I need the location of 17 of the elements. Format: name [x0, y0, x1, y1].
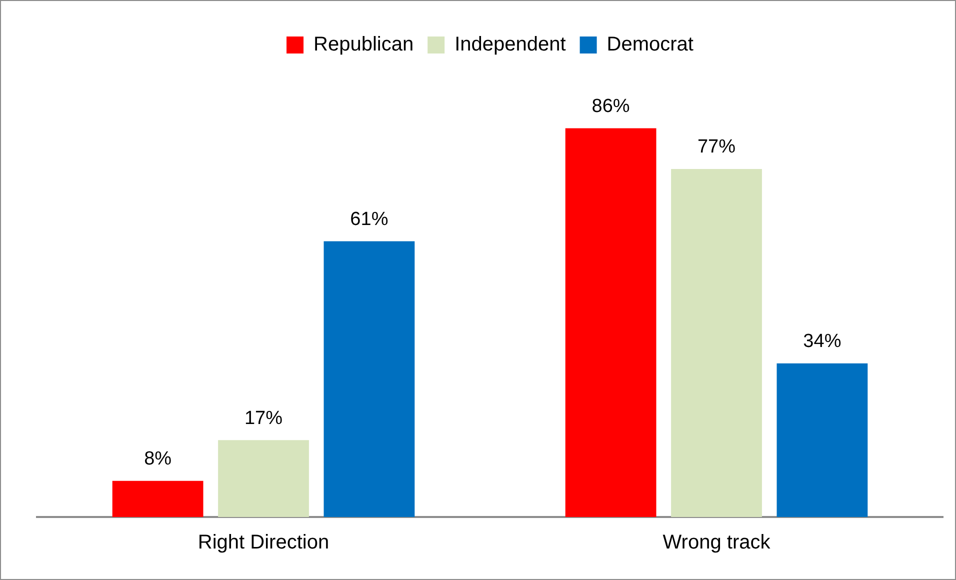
legend-label: Republican — [314, 34, 414, 56]
bar — [218, 440, 309, 517]
data-label: 61% — [350, 209, 388, 230]
legend-label: Independent — [454, 34, 566, 56]
bar — [776, 363, 868, 517]
data-label: 86% — [592, 96, 630, 118]
bar — [324, 241, 415, 517]
data-label: 34% — [803, 331, 842, 352]
bar — [671, 168, 762, 517]
data-label: 77% — [697, 136, 736, 158]
x-tick-label: Wrong track — [662, 532, 772, 554]
data-label: 8% — [144, 448, 172, 470]
data-label: 17% — [244, 408, 283, 429]
legend-label: Democrat — [606, 34, 694, 56]
bar — [112, 480, 204, 517]
x-tick-label: Right Direction — [198, 532, 330, 554]
bar — [565, 128, 656, 517]
